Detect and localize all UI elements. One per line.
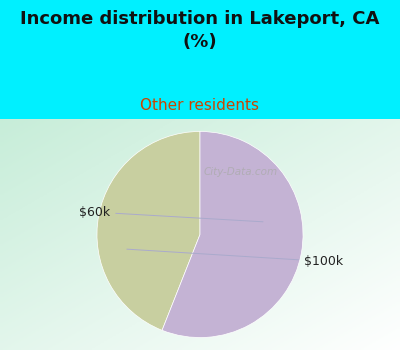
Text: Other residents: Other residents xyxy=(140,98,260,113)
Wedge shape xyxy=(97,132,200,330)
Wedge shape xyxy=(162,132,303,337)
Text: $100k: $100k xyxy=(127,249,343,268)
Text: $60k: $60k xyxy=(79,205,263,222)
Text: City-Data.com: City-Data.com xyxy=(203,167,277,177)
Text: Income distribution in Lakeport, CA
(%): Income distribution in Lakeport, CA (%) xyxy=(20,10,380,51)
